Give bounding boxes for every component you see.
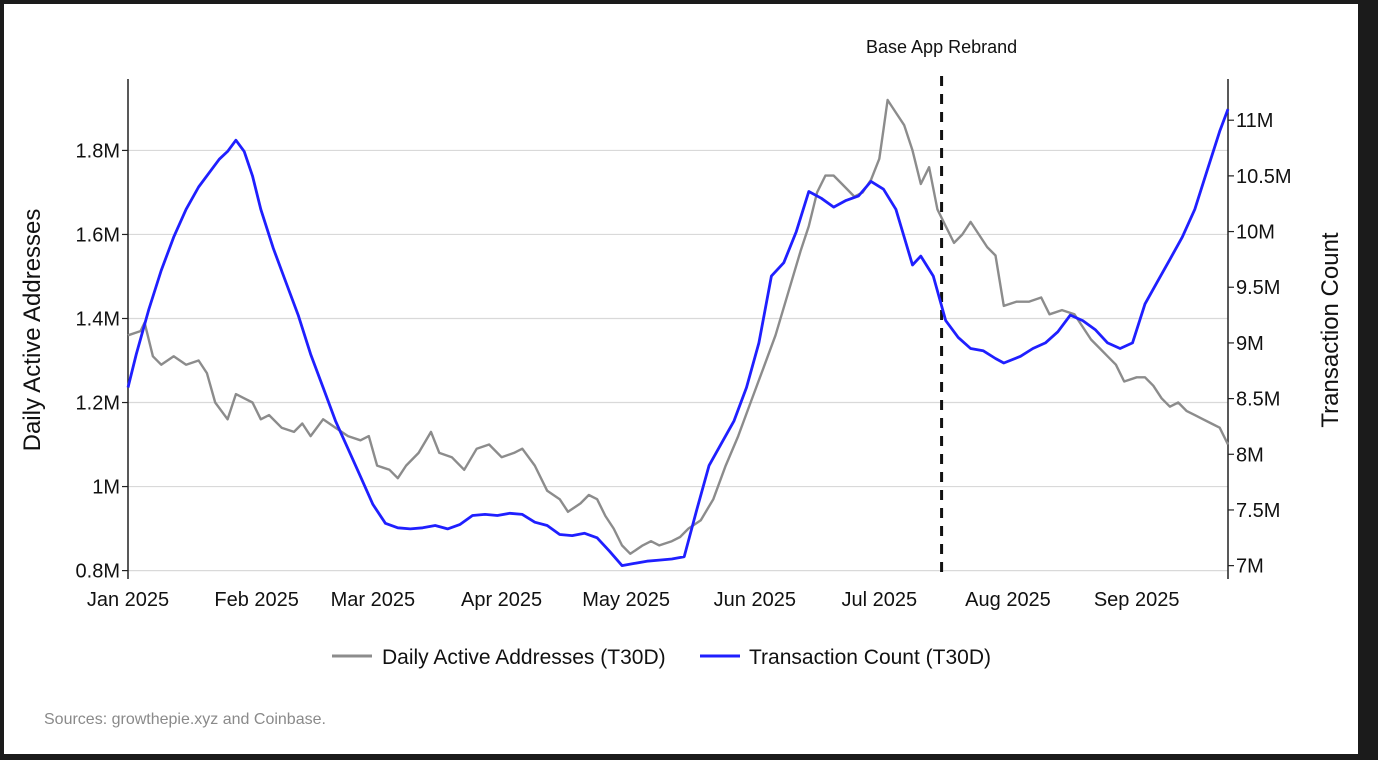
- right-axis-title: Transaction Count: [1317, 232, 1344, 428]
- legend-label-tx: Transaction Count (T30D): [749, 646, 991, 669]
- x-tick-label: Jun 2025: [714, 589, 796, 611]
- rebrand-marker-label: Base App Rebrand: [866, 37, 1017, 57]
- right-tick-label: 7.5M: [1236, 500, 1280, 522]
- series-lines: [126, 98, 1230, 567]
- left-axis-title: Daily Active Addresses: [19, 209, 46, 452]
- left-tick-label: 1.2M: [76, 393, 120, 415]
- series-line-transaction-count: [126, 108, 1230, 567]
- left-tick-label: 1M: [92, 477, 120, 499]
- legend-label-daa: Daily Active Addresses (T30D): [382, 646, 666, 669]
- x-tick-label: Sep 2025: [1094, 589, 1180, 611]
- right-tick-label: 9M: [1236, 333, 1264, 355]
- x-tick-label: Apr 2025: [461, 589, 542, 611]
- x-tick-label: Aug 2025: [965, 589, 1051, 611]
- x-tick-label: Jan 2025: [87, 589, 169, 611]
- right-tick-label: 8M: [1236, 444, 1264, 466]
- left-tick-label: 0.8M: [76, 561, 120, 583]
- annotation: Base App Rebrand: [866, 37, 1017, 577]
- left-tick-label: 1.4M: [76, 308, 120, 330]
- x-tick-label: May 2025: [582, 589, 670, 611]
- chart-panel: 0.8M 1M 1.2M 1.4M 1.6M 1.8M 7M 7.5M 8M 8.5M 9M 9.5…: [4, 4, 1358, 754]
- right-tick-label: 10M: [1236, 222, 1275, 244]
- x-tick-label: Jul 2025: [842, 589, 918, 611]
- right-tick-label: 7M: [1236, 556, 1264, 578]
- x-tick-label: Feb 2025: [214, 589, 299, 611]
- x-tick-label: Mar 2025: [331, 589, 416, 611]
- right-axis-ticks: 7M 7.5M 8M 8.5M 9M 9.5M 10M 10.5M 11M: [1228, 110, 1292, 578]
- right-tick-label: 9.5M: [1236, 277, 1280, 299]
- dual-axis-line-chart: 0.8M 1M 1.2M 1.4M 1.6M 1.8M 7M 7.5M 8M 8.5M 9M 9.5…: [19, 37, 1344, 728]
- gridlines: [128, 149, 1228, 572]
- series-line-daily-active-addresses: [127, 98, 1230, 555]
- left-axis-ticks: 0.8M 1M 1.2M 1.4M 1.6M 1.8M: [76, 140, 128, 583]
- source-note: Sources: growthepie.xyz and Coinbase.: [44, 711, 326, 728]
- x-axis-ticks: Jan 2025 Feb 2025 Mar 2025 Apr 2025 May 2025…: [87, 589, 1180, 611]
- legend: Daily Active Addresses (T30D) Transactio…: [332, 646, 991, 669]
- left-tick-label: 1.8M: [76, 140, 120, 162]
- right-tick-label: 10.5M: [1236, 166, 1292, 188]
- right-tick-label: 11M: [1236, 110, 1273, 132]
- right-tick-label: 8.5M: [1236, 389, 1280, 411]
- left-tick-label: 1.6M: [76, 224, 120, 246]
